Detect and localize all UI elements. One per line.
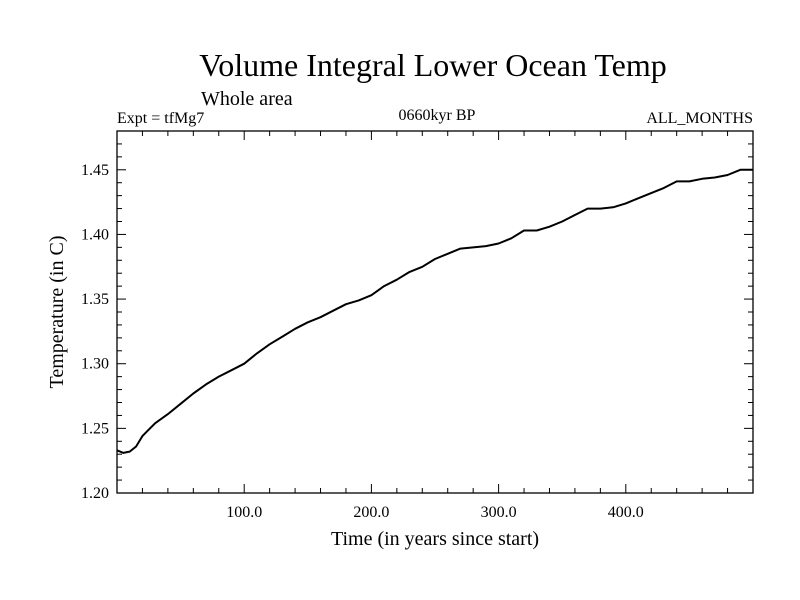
- y-tick-label: 1.35: [81, 291, 109, 308]
- y-tick-label: 1.20: [81, 485, 109, 502]
- chart-title: Volume Integral Lower Ocean Temp: [199, 47, 667, 83]
- y-tick-label: 1.45: [81, 162, 109, 179]
- y-tick-label: 1.25: [81, 420, 109, 437]
- series-layer: [116, 168, 753, 454]
- ticks-layer: 100.0 200.0 300.0 400.0 1.20 1.25 1.30 1.35 1.40…: [81, 131, 753, 521]
- header-right-label: ALL_MONTHS: [646, 110, 753, 127]
- x-tick-label: 100.0: [226, 504, 262, 521]
- chart-subtitle: Whole area: [201, 88, 293, 110]
- x-tick-label: 400.0: [608, 504, 644, 521]
- plot-frame: [116, 130, 754, 494]
- y-axis-label: Temperature (in C): [46, 236, 68, 389]
- header-left-label: Expt = tfMg7: [117, 110, 204, 127]
- series-line: [116, 168, 753, 454]
- y-tick-label: 1.30: [81, 356, 109, 373]
- x-tick-label: 300.0: [481, 504, 517, 521]
- y-tick-label: 1.40: [81, 226, 109, 243]
- x-axis-label: Time (in years since start): [331, 528, 539, 550]
- x-tick-label: 200.0: [353, 504, 389, 521]
- header-center-label: 0660kyr BP: [399, 107, 476, 124]
